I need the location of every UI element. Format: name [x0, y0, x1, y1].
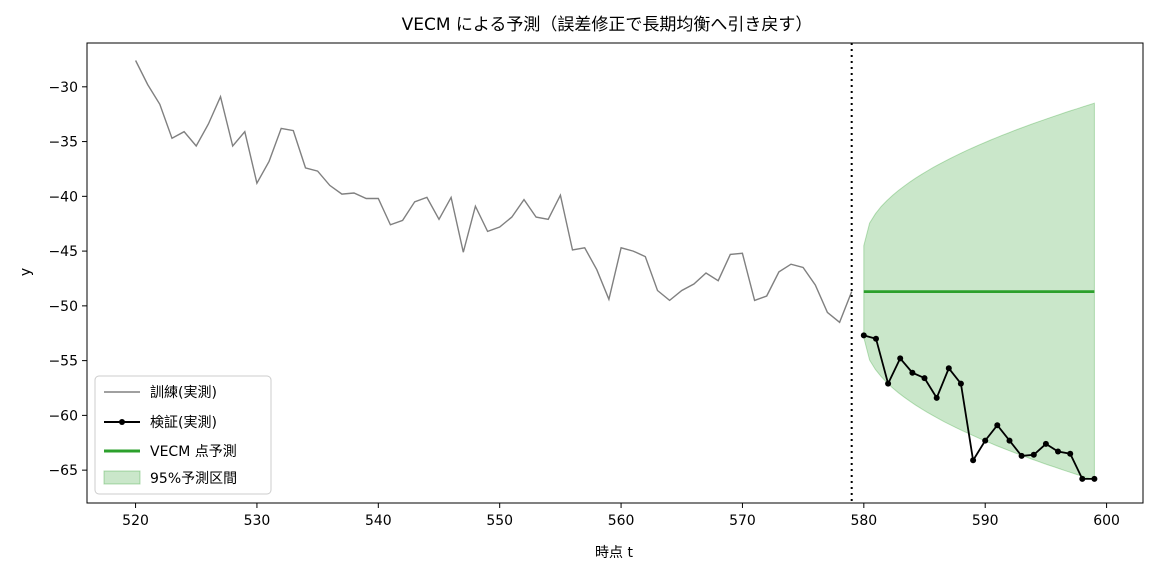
test-point	[1006, 437, 1013, 444]
test-point	[1079, 475, 1086, 482]
y-tick-label: −50	[48, 299, 78, 315]
y-tick-label: −40	[48, 189, 78, 205]
legend-label-interval: 95%予測区間	[150, 471, 237, 487]
test-point	[945, 365, 952, 372]
y-tick-label: −35	[48, 135, 78, 151]
x-tick-label: 600	[1093, 513, 1120, 529]
x-tick-label: 520	[122, 513, 149, 529]
test-point	[897, 355, 904, 362]
x-axis-label: 時点 t	[595, 545, 633, 561]
legend-frame	[94, 375, 272, 495]
y-tick-label: −65	[48, 463, 78, 479]
test-point	[933, 394, 940, 401]
y-tick-label: −60	[48, 408, 78, 424]
axes-frame	[86, 42, 1144, 504]
y-tick-label: −45	[48, 244, 78, 260]
x-tick-label: 580	[850, 513, 877, 529]
chart-title: VECM による予測（誤差修正で長期均衡へ引き戻す）	[402, 15, 813, 35]
test-point	[982, 437, 989, 444]
test-point	[1030, 451, 1037, 458]
test-point	[1091, 475, 1098, 482]
x-tick-label: 560	[608, 513, 635, 529]
y-tick-label: −55	[48, 354, 78, 370]
x-tick-label: 570	[729, 513, 756, 529]
axes: 520 530 540 550 560 570 580 590 600 −30 −35 −40 −45 −…	[48, 42, 1144, 529]
y-axis-label: y	[18, 268, 34, 276]
test-point	[1042, 440, 1049, 447]
test-point	[873, 335, 879, 342]
train-series-line	[134, 60, 853, 324]
legend: 訓練(実測) 検証(実測) VECM 点予測 95%予測区間	[94, 375, 272, 495]
test-point	[1055, 448, 1061, 455]
test-point	[921, 375, 928, 382]
test-point	[1018, 452, 1025, 459]
test-point	[860, 332, 867, 339]
legend-label-forecast: VECM 点予測	[150, 444, 237, 460]
x-tick-label: 550	[486, 513, 513, 529]
test-point	[1067, 450, 1074, 457]
test-point	[994, 422, 1001, 429]
legend-label-train: 訓練(実測)	[150, 385, 217, 401]
x-tick-label: 540	[365, 513, 392, 529]
x-tick-label: 590	[972, 513, 999, 529]
y-tick-label: −30	[48, 80, 78, 96]
x-tick-label: 530	[244, 513, 271, 529]
legend-swatch-test-marker	[119, 419, 125, 425]
test-point	[957, 380, 964, 387]
legend-swatch-interval	[103, 470, 141, 485]
test-point	[885, 380, 892, 387]
plot-area	[134, 43, 1098, 503]
test-point	[970, 457, 977, 464]
legend-label-test: 検証(実測)	[150, 415, 217, 431]
test-point	[909, 369, 916, 376]
